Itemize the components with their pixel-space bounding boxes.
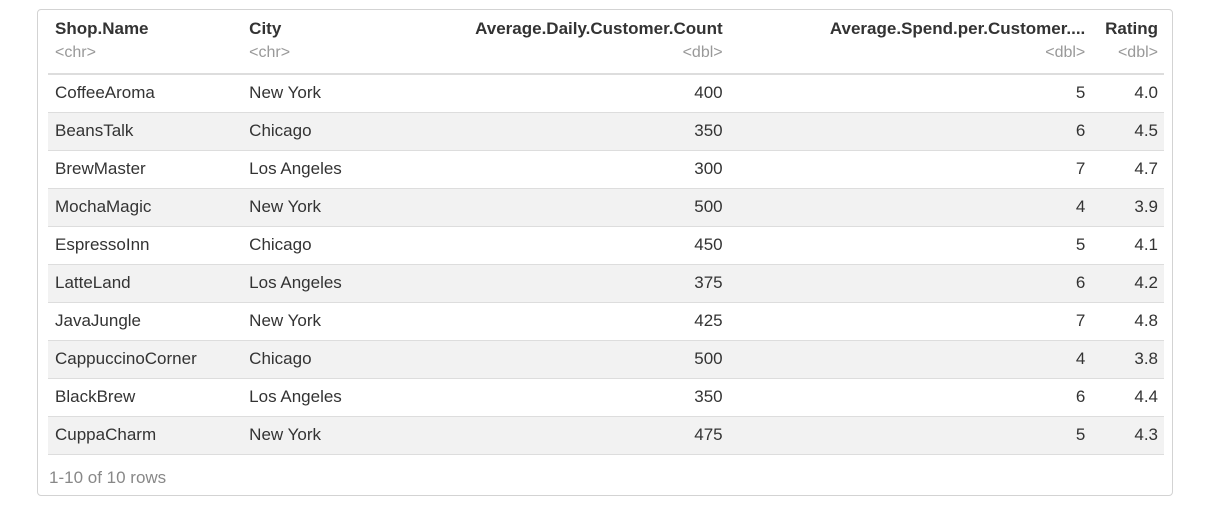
cell-average-daily-customer-count: 300: [434, 149, 729, 188]
cell-shop-name: BlackBrew: [48, 377, 243, 416]
cell-average-daily-customer-count: 425: [434, 301, 729, 340]
cell-average-spend-per-customer: 5: [728, 225, 1092, 264]
cell-average-daily-customer-count: 350: [434, 111, 729, 150]
cell-average-daily-customer-count: 375: [434, 263, 729, 302]
column-name: Rating: [1105, 19, 1158, 38]
cell-average-spend-per-customer: 5: [728, 73, 1092, 112]
cell-rating: 4.2: [1091, 263, 1164, 302]
table-row: EspressoInn Chicago 450 5 4.1: [48, 225, 1164, 264]
cell-average-daily-customer-count: 350: [434, 377, 729, 416]
row-count-info: 1-10 of 10 rows: [49, 468, 167, 487]
column-header-average-spend-per-customer[interactable]: Average.Spend.per.Customer.... <dbl>: [728, 15, 1092, 75]
cell-shop-name: MochaMagic: [48, 187, 243, 226]
cell-average-spend-per-customer: 7: [728, 149, 1092, 188]
column-type: <dbl>: [1117, 44, 1158, 61]
data-table-panel: Shop.Name <chr> City <chr> Average.Daily…: [37, 9, 1173, 496]
cell-average-spend-per-customer: 4: [728, 339, 1092, 378]
cell-rating: 4.4: [1091, 377, 1164, 416]
cell-city: Chicago: [242, 111, 435, 150]
column-header-city[interactable]: City <chr>: [242, 15, 435, 75]
cell-shop-name: BeansTalk: [48, 111, 243, 150]
table-row: BrewMaster Los Angeles 300 7 4.7: [48, 149, 1164, 188]
cell-average-spend-per-customer: 7: [728, 301, 1092, 340]
table-row: LatteLand Los Angeles 375 6 4.2: [48, 263, 1164, 302]
cell-city: New York: [242, 73, 435, 112]
cell-shop-name: CuppaCharm: [48, 415, 243, 455]
column-header-rating[interactable]: Rating <dbl>: [1091, 15, 1164, 75]
cell-rating: 3.8: [1091, 339, 1164, 378]
column-name: Average.Spend.per.Customer....: [829, 19, 1086, 38]
table-row: JavaJungle New York 425 7 4.8: [48, 301, 1164, 340]
cell-average-spend-per-customer: 6: [728, 111, 1092, 150]
cell-average-daily-customer-count: 500: [434, 339, 729, 378]
cell-city: New York: [242, 187, 435, 226]
cell-shop-name: CoffeeAroma: [48, 73, 243, 112]
cell-shop-name: CappuccinoCorner: [48, 339, 243, 378]
cell-average-daily-customer-count: 475: [434, 415, 729, 455]
column-header-shop-name[interactable]: Shop.Name <chr>: [48, 15, 243, 75]
cell-rating: 3.9: [1091, 187, 1164, 226]
cell-rating: 4.7: [1091, 149, 1164, 188]
column-type: <chr>: [55, 44, 96, 61]
cell-average-daily-customer-count: 450: [434, 225, 729, 264]
cell-shop-name: EspressoInn: [48, 225, 243, 264]
column-header-average-daily-customer-count[interactable]: Average.Daily.Customer.Count <dbl>: [434, 15, 729, 75]
cell-shop-name: LatteLand: [48, 263, 243, 302]
cell-city: Chicago: [242, 225, 435, 264]
cell-city: Los Angeles: [242, 263, 435, 302]
column-name: City: [249, 19, 282, 38]
cell-average-daily-customer-count: 400: [434, 73, 729, 112]
cell-average-spend-per-customer: 4: [728, 187, 1092, 226]
cell-average-spend-per-customer: 6: [728, 377, 1092, 416]
cell-city: New York: [242, 301, 435, 340]
table-row: BlackBrew Los Angeles 350 6 4.4: [48, 377, 1164, 416]
column-name: Shop.Name: [55, 19, 149, 38]
data-table: Shop.Name <chr> City <chr> Average.Daily…: [48, 15, 1164, 455]
table-row: CappuccinoCorner Chicago 500 4 3.8: [48, 339, 1164, 378]
column-name: Average.Daily.Customer.Count: [475, 19, 723, 38]
cell-city: New York: [242, 415, 435, 455]
cell-rating: 4.3: [1091, 415, 1164, 455]
cell-city: Los Angeles: [242, 377, 435, 416]
cell-rating: 4.5: [1091, 111, 1164, 150]
cell-shop-name: JavaJungle: [48, 301, 243, 340]
column-type: <chr>: [249, 44, 291, 61]
cell-rating: 4.1: [1091, 225, 1164, 264]
cell-rating: 4.8: [1091, 301, 1164, 340]
cell-average-daily-customer-count: 500: [434, 187, 729, 226]
table-row: CuppaCharm New York 475 5 4.3: [48, 415, 1164, 455]
table-row: MochaMagic New York 500 4 3.9: [48, 187, 1164, 226]
column-type: <dbl>: [1045, 44, 1086, 61]
cell-shop-name: BrewMaster: [48, 149, 243, 188]
cell-average-spend-per-customer: 6: [728, 263, 1092, 302]
table-row: CoffeeAroma New York 400 5 4.0: [48, 73, 1164, 112]
cell-city: Chicago: [242, 339, 435, 378]
cell-rating: 4.0: [1091, 73, 1164, 112]
cell-average-spend-per-customer: 5: [728, 415, 1092, 455]
column-type: <dbl>: [682, 44, 723, 61]
table-row: BeansTalk Chicago 350 6 4.5: [48, 111, 1164, 150]
cell-city: Los Angeles: [242, 149, 435, 188]
table-header-row: Shop.Name <chr> City <chr> Average.Daily…: [48, 15, 1164, 75]
